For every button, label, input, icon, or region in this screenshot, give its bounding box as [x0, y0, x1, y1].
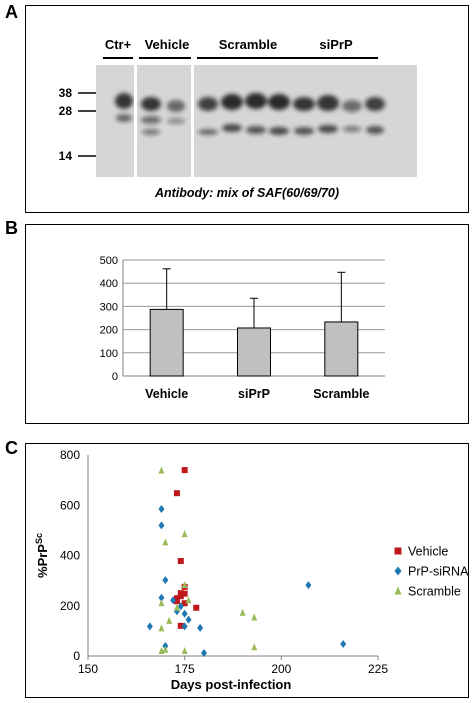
scatter-point-vehicle: [181, 467, 188, 474]
scatter-point-scramble: [181, 581, 188, 589]
x-tick-label: 200: [271, 662, 291, 676]
x-tick-label: 175: [175, 662, 195, 676]
scatter-point-scramble: [162, 538, 169, 546]
y-tick-label: 200: [60, 599, 80, 613]
panel-b-frame: [25, 224, 469, 424]
scatter-point-prp-sirna: [305, 581, 312, 590]
x-axis-title: Days post-infection: [171, 677, 292, 692]
bar: [149, 308, 184, 377]
x-tick-label: 225: [368, 662, 388, 676]
y-tick-label: 500: [100, 255, 118, 267]
scatter-point-scramble: [158, 466, 165, 474]
panel-label-a: A: [5, 2, 18, 22]
y-tick-label: 400: [100, 278, 118, 290]
scatter-point-prp-sirna: [158, 521, 165, 530]
mw-marker-label: 38: [59, 86, 73, 100]
scatter-point-vehicle: [181, 590, 188, 597]
scatter-point-vehicle: [193, 604, 200, 611]
blot-lane-gap: [191, 65, 194, 177]
x-tick-label: 150: [78, 662, 98, 676]
scatter-point-prp-sirna: [201, 648, 207, 657]
scatter-point-scramble: [166, 616, 173, 624]
y-tick-label: 100: [100, 348, 118, 360]
blot-caption: Antibody: mix of SAF(60/69/70): [154, 186, 339, 200]
blot-group-label: siPrP: [319, 37, 353, 52]
scatter-point-prp-sirna: [146, 622, 153, 631]
scatter-point-prp-sirna: [170, 596, 177, 605]
scatter-point-prp-sirna: [181, 622, 188, 631]
x-category-label: Vehicle: [145, 387, 188, 401]
blot-lane-gap: [134, 65, 137, 177]
scatter-point-prp-sirna: [177, 602, 184, 611]
scatter-point-scramble: [185, 596, 192, 604]
legend-marker: [394, 547, 402, 555]
legend-marker: [394, 586, 402, 595]
y-tick-label: 300: [100, 301, 118, 313]
scatter-point-scramble: [158, 599, 165, 607]
scatter-point-scramble: [251, 613, 258, 621]
scatter-point-scramble: [173, 603, 180, 611]
bar: [324, 321, 359, 377]
scatter-point-scramble: [158, 646, 165, 654]
scatter-point-prp-sirna: [185, 615, 192, 624]
legend-marker: [394, 566, 402, 576]
x-category-label: Scramble: [313, 387, 369, 401]
y-tick-label: 400: [60, 549, 80, 563]
scatter-point-vehicle: [173, 595, 180, 602]
western-blot: Ctr+ Vehicle Scramble siPrP 38: [59, 37, 417, 200]
scatter-point-vehicle: [177, 558, 184, 565]
y-tick-label: 800: [60, 448, 80, 462]
scatter-point-scramble: [158, 624, 165, 632]
legend-label: Vehicle: [408, 545, 448, 559]
scatter-point-scramble: [162, 645, 169, 653]
legend-label: PrP-siRNA: [408, 565, 469, 579]
y-tick-label: 200: [100, 325, 118, 337]
y-tick-label: 0: [73, 649, 80, 663]
scatter-point-vehicle: [177, 622, 184, 629]
scatter-point-prp-sirna: [340, 639, 347, 648]
scatter-point-vehicle: [173, 490, 180, 497]
scatter-point-vehicle: [173, 598, 180, 605]
scatter-point-vehicle: [181, 600, 188, 607]
y-axis-title: %PrPSc: [34, 533, 50, 578]
scatter-point-vehicle: [177, 590, 184, 597]
bar-chart: 0 100 200 300 400 500 Vehicle siPrP Scramble: [100, 255, 385, 401]
x-category-label: siPrP: [238, 387, 270, 401]
scatter-point-scramble: [251, 643, 258, 651]
y-tick-label: 600: [60, 498, 80, 512]
scatter-point-scramble: [181, 530, 188, 538]
scatter-point-prp-sirna: [162, 576, 169, 585]
scatter-point-vehicle: [177, 593, 184, 600]
panel-label-c: C: [5, 438, 18, 458]
scatter-point-prp-sirna: [181, 609, 188, 618]
y-axis-title-superscript: Sc: [34, 533, 44, 544]
mw-marker-label: 28: [59, 104, 73, 118]
legend-label: Scramble: [408, 585, 461, 599]
scatter-point-prp-sirna: [158, 505, 165, 514]
scatter-point-scramble: [239, 608, 246, 616]
mw-marker-label: 14: [59, 149, 73, 163]
scatter-point-prp-sirna: [158, 593, 165, 602]
y-tick-label: 0: [112, 371, 118, 383]
scatter-point-prp-sirna: [197, 623, 204, 632]
blot-bands: [115, 93, 385, 135]
panel-label-b: B: [5, 218, 18, 238]
blot-group-label: Vehicle: [145, 37, 190, 52]
blot-group-label: Ctr+: [105, 37, 132, 52]
bar: [237, 327, 271, 377]
scatter-point-scramble: [181, 646, 188, 654]
blot-group-label: Scramble: [219, 37, 278, 52]
